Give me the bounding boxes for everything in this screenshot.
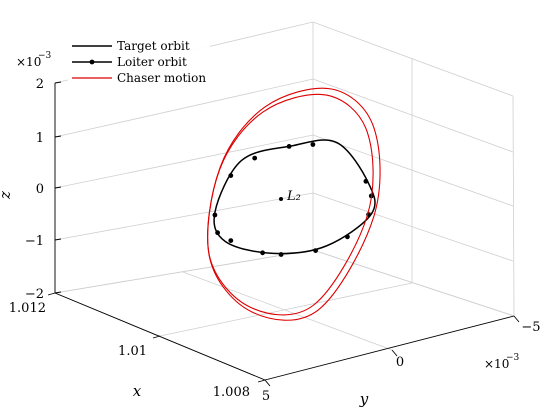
loiter-orbit-marker [215, 230, 221, 236]
loiter-orbit-marker [278, 252, 284, 257]
l2-point [279, 197, 283, 201]
y-tick-label: −5 [521, 320, 540, 335]
target-orbit-line [213, 139, 376, 255]
x-tick-label: 1.008 [213, 385, 250, 400]
y-exponent: −3 [506, 353, 520, 363]
chaser-motion-line [207, 87, 381, 321]
z-tick-label: 1 [36, 131, 44, 146]
loiter-orbit-marker [212, 212, 218, 218]
loiter-orbit-marker [260, 250, 265, 256]
loiter-orbit-marker [310, 142, 316, 147]
z-axis-label: z [0, 191, 14, 200]
chaser-motion-line [207, 93, 374, 316]
x-tick-label: 1.01 [118, 344, 147, 359]
z-tick-label: −1 [25, 234, 44, 249]
loiter-orbit-marker [252, 155, 258, 161]
z-tick-label: 2 [36, 77, 44, 92]
legend-label-target: Target orbit [117, 39, 190, 53]
legend-marker-loiter [89, 59, 95, 65]
loiter-orbit-marker [363, 178, 369, 184]
z-axis-ticks: 2 1 0 −1 −2 [25, 77, 62, 302]
legend-label-loiter: Loiter orbit [117, 55, 187, 69]
loiter-orbit-marker [345, 234, 350, 240]
y-exponent-label: ×10 −3 [484, 353, 520, 371]
loiter-orbit-marker [228, 238, 234, 244]
x-tick-label: 1.012 [9, 301, 46, 316]
loiter-orbit-marker [286, 144, 292, 149]
z-tick-label: −2 [25, 287, 44, 302]
x-axis-label: x [133, 382, 142, 400]
x-axis-ticks: 1.012 1.01 1.008 [9, 292, 266, 400]
series-0 [213, 139, 376, 255]
z-exponent: −3 [38, 51, 52, 61]
z-multiplier: ×10 [16, 55, 41, 69]
y-multiplier: ×10 [484, 357, 509, 371]
loiter-orbit-marker [228, 173, 234, 179]
y-axis-label: y [359, 390, 369, 408]
legend: Target orbit Loiter orbit Chaser motion [68, 38, 210, 85]
z-tick-label: 0 [36, 182, 44, 197]
y-tick-label: 0 [396, 355, 404, 370]
y-axis-ticks: 5 0 −5 [262, 315, 541, 404]
series-layer [207, 87, 381, 321]
loiter-orbit-marker [313, 248, 318, 254]
legend-label-chaser: Chaser motion [117, 71, 206, 85]
l2-annotation: L₂ [279, 189, 301, 204]
l2-label: L₂ [286, 189, 301, 204]
series-2 [207, 87, 381, 321]
y-tick-label: 5 [262, 389, 270, 404]
z-exponent-label: ×10 −3 [16, 51, 52, 69]
